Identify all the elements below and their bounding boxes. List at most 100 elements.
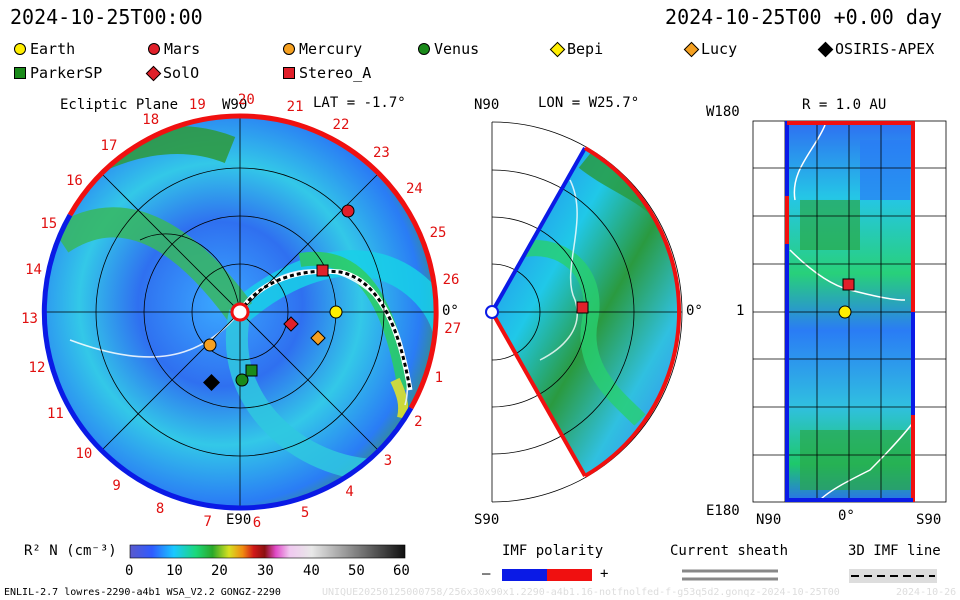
imf-polarity-rim-positive — [583, 146, 681, 478]
ecliptic-top-label: W90 — [222, 97, 248, 113]
meridional-top-label: N90 — [474, 97, 500, 113]
radial-bottom-zero-label: 0° — [838, 508, 855, 524]
colorbar-label: R² N (cm⁻³) — [24, 543, 117, 559]
ecliptic-lat-label: LAT = -1.7° — [313, 95, 406, 111]
legend-label: Mercury — [299, 40, 363, 58]
time-offset-title: 2024-10-25T00 +0.00 day — [665, 5, 942, 29]
legend-label: ParkerSP — [30, 64, 103, 82]
meridional-plane-plot — [485, 121, 683, 503]
imf-polarity-rim-positive — [239, 113, 439, 410]
legend-mercury: Mercury — [283, 40, 362, 58]
rotation-number: 26 — [442, 272, 460, 289]
imf-plus-label: + — [600, 566, 609, 582]
parkersp-marker-icon — [245, 364, 258, 377]
imf-polarity-edge-negative — [490, 147, 587, 313]
legend-parkersp: ParkerSP — [14, 64, 102, 82]
legend-label: SolO — [163, 64, 200, 82]
rotation-number: 15 — [40, 215, 58, 232]
colorbar-tick: 0 — [125, 563, 134, 579]
legend-bepi: Bepi — [549, 40, 604, 58]
meridional-bottom-label: S90 — [474, 512, 500, 528]
rotation-number: 1 — [434, 369, 444, 386]
ecliptic-plane-plot — [41, 113, 439, 511]
rotation-number: 19 — [188, 96, 206, 113]
venus-marker-icon — [418, 43, 430, 55]
earth-marker-icon — [14, 43, 26, 55]
imf-polarity-rim-negative — [41, 213, 414, 511]
radial-map-plot — [752, 120, 947, 503]
colorbar-tick: 20 — [211, 563, 228, 579]
rotation-number: 4 — [345, 483, 354, 500]
legend-earth: Earth — [14, 40, 75, 58]
rotation-number: 12 — [28, 360, 46, 377]
mercury-marker-icon — [203, 338, 217, 352]
density-patch — [800, 200, 860, 250]
legend-label: Earth — [30, 40, 76, 58]
rotation-number: 14 — [25, 262, 42, 279]
earth-marker-icon — [838, 305, 852, 319]
rotation-number: 2 — [414, 414, 423, 431]
parker-spiral-ticks — [139, 233, 241, 313]
radial-bottom-n-label: N90 — [756, 512, 782, 528]
imf-minus-label: – — [482, 566, 491, 582]
legend-solo: SolO — [145, 64, 200, 82]
stereo-a-marker-icon — [316, 264, 329, 277]
solar-wind-stream — [225, 309, 381, 481]
current-sheath-title: Current sheath — [670, 543, 789, 559]
lucy-marker-icon — [310, 330, 326, 346]
rotation-number: 18 — [142, 112, 160, 129]
imf-negative-swatch — [502, 569, 547, 581]
stereo-a-marker-icon — [842, 278, 855, 291]
solar-wind-stream — [390, 377, 409, 420]
rotation-number: 16 — [65, 173, 83, 190]
date-footer: 2024-10-26 — [896, 587, 957, 598]
rotation-number: 17 — [100, 138, 118, 155]
ecliptic-title: Ecliptic Plane — [60, 97, 179, 113]
rotation-number: 11 — [46, 405, 64, 422]
rotation-number: 24 — [405, 181, 423, 198]
rotation-number: 21 — [286, 98, 304, 115]
rotation-number: 20 — [237, 92, 255, 109]
mercury-marker-icon — [283, 43, 295, 55]
rotation-number: 23 — [373, 144, 390, 161]
stereo-a-marker-icon — [283, 67, 295, 79]
legend-label: Venus — [434, 40, 480, 58]
colorbar-tick: 40 — [303, 563, 320, 579]
imf-line — [238, 269, 412, 391]
imf-positive-swatch — [547, 569, 592, 581]
legend-label: Mars — [164, 40, 201, 58]
solar-wind-stream — [518, 240, 646, 426]
venus-marker-icon — [235, 373, 249, 387]
sun-icon — [230, 302, 250, 322]
current-sheath-line — [69, 311, 241, 358]
colorbar-tick: 60 — [393, 563, 410, 579]
solar-wind-stream — [51, 207, 253, 321]
radial-top-left-label: W180 — [706, 104, 740, 120]
stereo-a-marker-icon — [576, 301, 589, 314]
legend-label: Stereo_A — [299, 64, 372, 82]
legend-label: Lucy — [701, 40, 738, 58]
rotation-number: 5 — [300, 504, 310, 521]
legend-label: Bepi — [567, 40, 604, 58]
parkersp-marker-icon — [14, 67, 26, 79]
colorbar-tick: 10 — [166, 563, 183, 579]
radial-bottom-left-label: E180 — [706, 503, 740, 519]
rotation-number: 22 — [332, 116, 350, 133]
ecliptic-bottom-label: E90 — [226, 512, 252, 528]
timestamp-title: 2024-10-25T00:00 — [10, 5, 203, 29]
rotation-number: 13 — [21, 311, 38, 328]
legend-stereo-a: Stereo_A — [283, 64, 371, 82]
rotation-number: 7 — [203, 513, 212, 530]
imf-polarity-rim-positive — [67, 113, 241, 217]
legend-lucy: Lucy — [683, 40, 738, 58]
mars-marker-icon — [341, 204, 355, 218]
rotation-number: 8 — [155, 501, 165, 518]
solo-marker-icon — [283, 316, 299, 332]
mars-marker-icon — [148, 43, 160, 55]
colorbar-tick: 50 — [348, 563, 365, 579]
rotation-number: 25 — [429, 224, 447, 241]
meridional-lon-label: LON = W25.7° — [538, 95, 640, 111]
rotation-number: 3 — [383, 453, 393, 470]
radial-mid-label: 1 — [736, 303, 745, 319]
